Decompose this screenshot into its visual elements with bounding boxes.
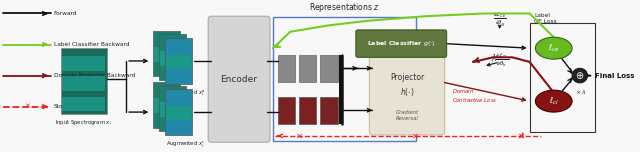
Text: Augmented $x_i^r$: Augmented $x_i^r$ (166, 140, 205, 150)
Text: Label Classifier Backward: Label Classifier Backward (54, 42, 129, 47)
FancyBboxPatch shape (208, 16, 270, 142)
FancyBboxPatch shape (154, 98, 179, 113)
Text: $\lambda\frac{\partial\mathcal{L}_{CL}}{\partial\theta_h}$: $\lambda\frac{\partial\mathcal{L}_{CL}}{… (491, 52, 509, 69)
FancyBboxPatch shape (153, 82, 180, 128)
FancyBboxPatch shape (164, 38, 192, 84)
FancyBboxPatch shape (61, 48, 107, 114)
Text: Domain Projector Backward: Domain Projector Backward (54, 73, 135, 78)
Text: Label
CE Loss: Label CE Loss (534, 14, 557, 24)
Text: ✕: ✕ (518, 131, 525, 140)
FancyBboxPatch shape (320, 55, 337, 82)
FancyBboxPatch shape (160, 51, 185, 66)
FancyBboxPatch shape (166, 55, 191, 69)
Text: Stop-gradient: Stop-gradient (54, 104, 94, 109)
Text: $\frac{\partial\mathcal{L}_{CE}}{\partial\theta_g}$: $\frac{\partial\mathcal{L}_{CE}}{\partia… (493, 11, 506, 29)
FancyBboxPatch shape (278, 55, 295, 82)
FancyBboxPatch shape (153, 31, 180, 76)
Text: Representations $z$: Representations $z$ (309, 1, 380, 14)
Text: ✕: ✕ (412, 131, 419, 140)
FancyBboxPatch shape (339, 55, 342, 124)
Text: Final Loss: Final Loss (595, 73, 635, 79)
FancyBboxPatch shape (159, 86, 186, 131)
Text: Input Spectrogram $x_i$: Input Spectrogram $x_i$ (55, 117, 112, 127)
FancyBboxPatch shape (63, 97, 105, 111)
FancyBboxPatch shape (278, 97, 295, 124)
FancyBboxPatch shape (369, 38, 445, 135)
Text: ✕: ✕ (518, 131, 525, 140)
Text: $\oplus$: $\oplus$ (575, 70, 584, 81)
FancyBboxPatch shape (63, 76, 105, 91)
Text: ✕: ✕ (296, 131, 303, 140)
Text: $\ell_{cl}$: $\ell_{cl}$ (549, 95, 559, 107)
Ellipse shape (536, 37, 572, 59)
FancyBboxPatch shape (63, 56, 105, 71)
Text: $\times\,\lambda$: $\times\,\lambda$ (575, 88, 586, 96)
FancyBboxPatch shape (320, 97, 337, 124)
Text: $Domain$
$Contrastive\ Loss$: $Domain$ $Contrastive\ Loss$ (452, 86, 498, 104)
Text: Encoder: Encoder (221, 75, 257, 84)
Text: Label Classifier $g(\cdot)$: Label Classifier $g(\cdot)$ (367, 39, 435, 48)
FancyBboxPatch shape (159, 35, 186, 80)
FancyBboxPatch shape (299, 55, 316, 82)
Text: ✕: ✕ (24, 104, 29, 110)
FancyBboxPatch shape (160, 102, 185, 117)
Circle shape (572, 68, 588, 83)
Ellipse shape (536, 90, 572, 112)
Text: $h(\cdot)$: $h(\cdot)$ (400, 86, 414, 98)
Text: $\ell_{ce}$: $\ell_{ce}$ (548, 42, 559, 54)
FancyBboxPatch shape (154, 47, 179, 62)
FancyBboxPatch shape (166, 106, 191, 120)
FancyBboxPatch shape (164, 89, 192, 135)
Text: Forward: Forward (54, 11, 77, 16)
Text: Projector: Projector (390, 73, 424, 82)
Text: Gradient
Reversal: Gradient Reversal (396, 110, 419, 121)
Text: Augmented $x_i^a$: Augmented $x_i^a$ (166, 88, 206, 98)
FancyBboxPatch shape (356, 30, 447, 57)
FancyBboxPatch shape (299, 97, 316, 124)
